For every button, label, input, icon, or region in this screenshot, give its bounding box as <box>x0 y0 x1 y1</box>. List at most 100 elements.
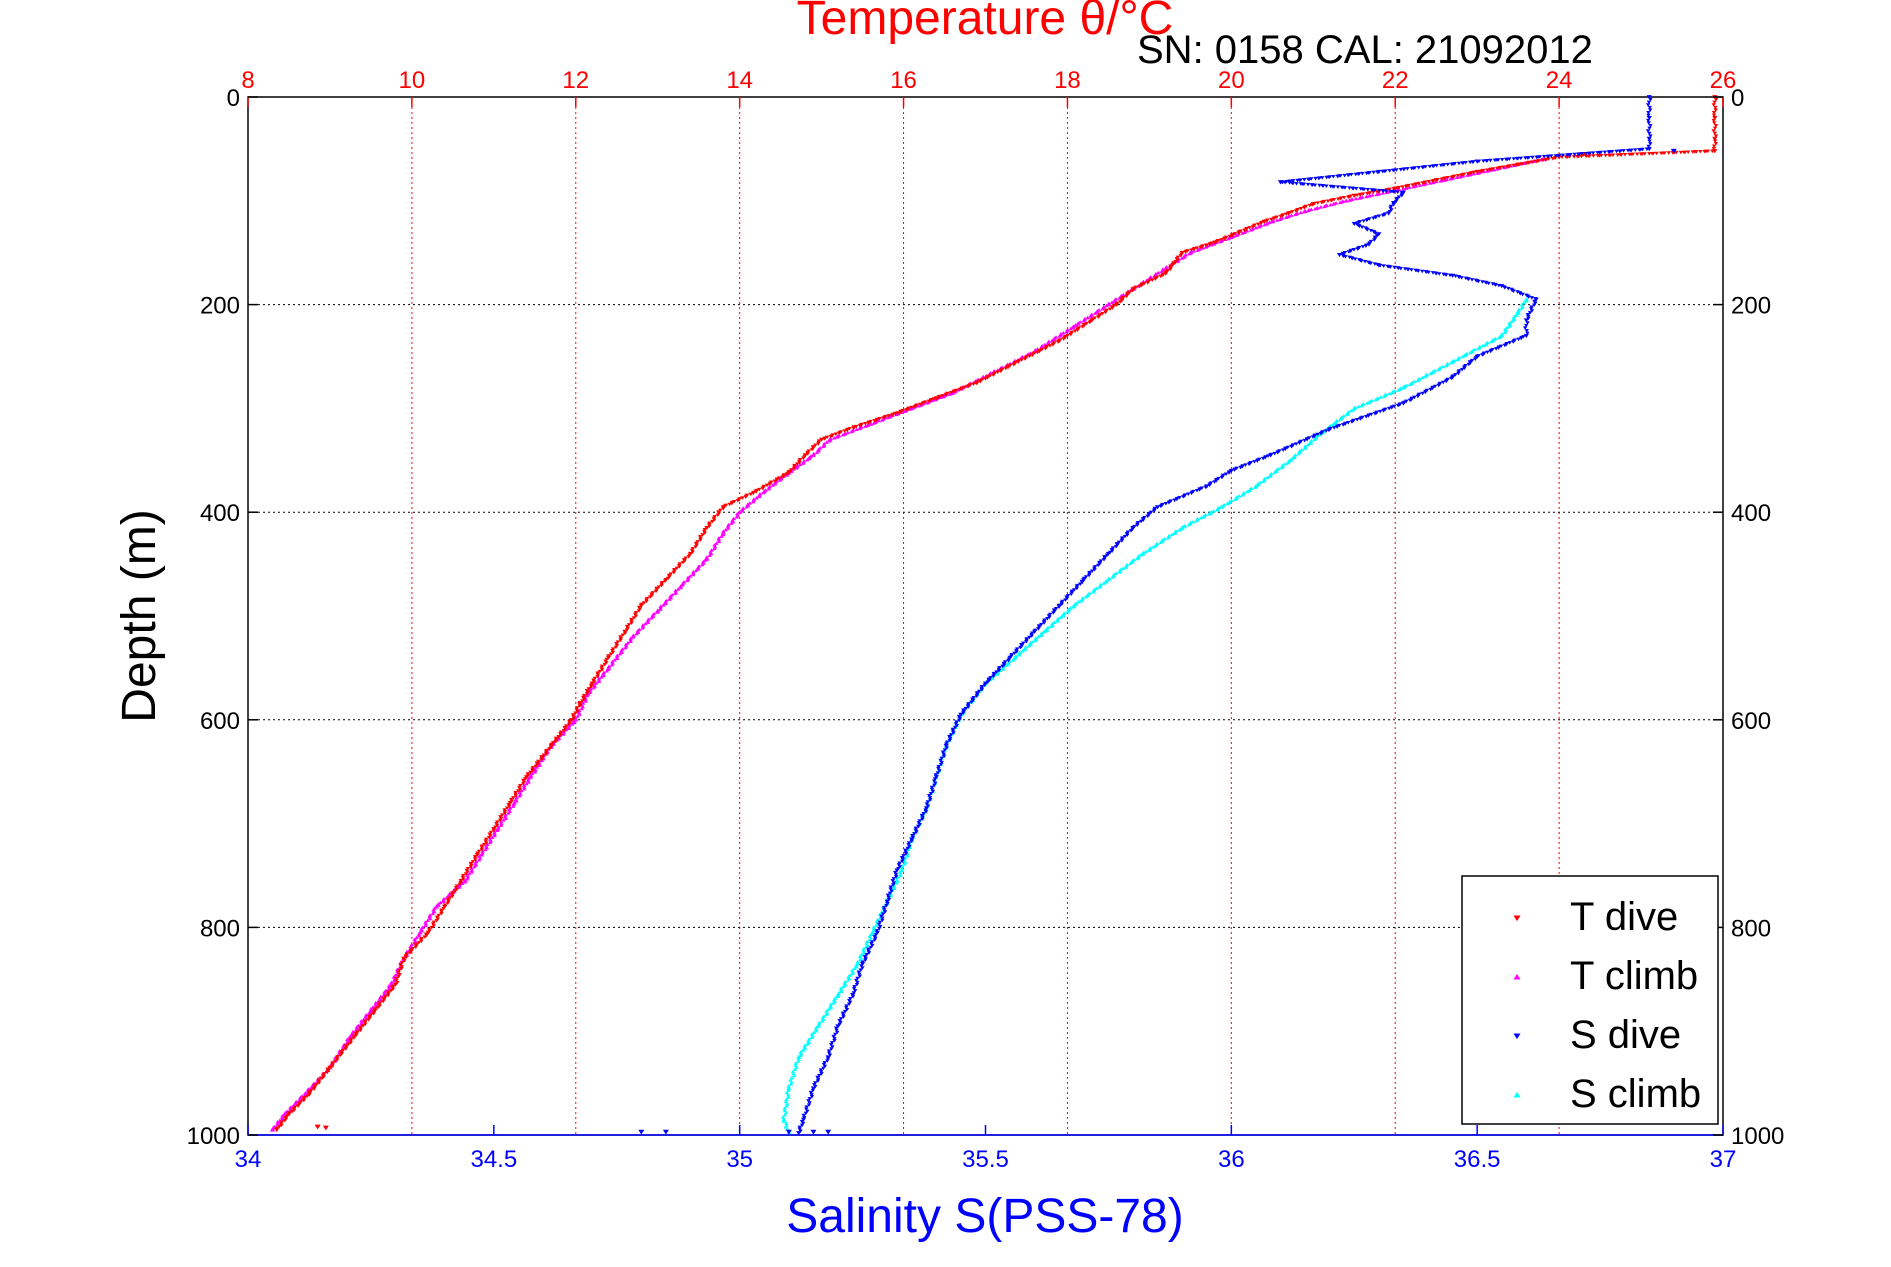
data-point-t-climb <box>1458 174 1463 179</box>
data-point-s-dive <box>1531 303 1537 308</box>
data-point-t-climb <box>1417 183 1423 187</box>
data-point-t-dive <box>1711 144 1717 148</box>
salinity-tick-label: 34.5 <box>470 1146 517 1173</box>
data-point-s-dive <box>844 1007 850 1012</box>
data-point-t-climb <box>1438 179 1443 183</box>
data-point-s-dive <box>1441 380 1446 385</box>
data-point-t-dive <box>1207 242 1212 247</box>
data-point-s-dive <box>1488 158 1493 163</box>
data-point-t-dive <box>1505 165 1510 169</box>
data-point-t-dive <box>767 482 773 487</box>
data-point-s-climb <box>798 1053 803 1058</box>
data-point-s-dive <box>796 1131 802 1136</box>
data-point-s-dive <box>933 775 939 780</box>
data-point-t-climb <box>1109 300 1115 304</box>
data-point-s-dive <box>1646 118 1651 123</box>
data-point-s-dive <box>907 844 912 849</box>
data-point-s-climb <box>1101 581 1106 585</box>
data-point-s-climb <box>1279 465 1284 470</box>
data-point-s-dive <box>817 1073 822 1078</box>
data-point-t-climb <box>469 866 474 871</box>
data-point-t-climb <box>393 973 398 977</box>
data-point-t-dive <box>553 739 559 744</box>
data-point-t-dive <box>1005 365 1011 370</box>
data-point-s-dive <box>1572 152 1577 157</box>
data-point-s-dive <box>872 938 878 942</box>
data-point-s-climb <box>835 994 841 999</box>
data-point-t-climb <box>1306 208 1311 213</box>
data-point-s-climb <box>1455 357 1460 362</box>
data-point-t-dive <box>1127 290 1133 294</box>
data-point-t-climb <box>472 864 477 869</box>
data-point-s-dive <box>888 887 893 891</box>
data-point-s-dive <box>805 1109 810 1114</box>
data-point-s-climb <box>839 989 844 994</box>
data-point-t-dive <box>1242 228 1247 233</box>
data-point-s-climb <box>841 984 846 989</box>
data-point-s-climb <box>782 1106 787 1110</box>
data-point-s-dive <box>932 783 937 788</box>
data-point-s-dive <box>1353 172 1358 177</box>
data-point-s-dive <box>1014 650 1019 654</box>
data-point-t-climb <box>605 665 612 670</box>
data-point-t-dive <box>584 692 590 696</box>
data-point-t-climb <box>1337 200 1343 205</box>
data-point-t-dive <box>366 1018 371 1022</box>
data-point-t-dive <box>1403 184 1409 189</box>
data-point-t-dive <box>1168 267 1173 271</box>
data-point-t-dive <box>282 1118 288 1123</box>
data-point-t-dive <box>1351 193 1357 198</box>
data-point-t-dive <box>1449 175 1454 180</box>
data-point-t-dive <box>1391 187 1396 191</box>
data-point-t-climb <box>467 871 472 876</box>
data-point-s-dive <box>900 857 906 862</box>
data-point-s-dive <box>938 762 944 767</box>
data-point-s-climb <box>1058 615 1064 619</box>
data-point-s-climb <box>809 1035 815 1040</box>
data-point-s-dive <box>1181 495 1186 499</box>
data-point-t-dive <box>1145 281 1150 285</box>
data-point-s-dive <box>825 1055 831 1060</box>
data-point-s-dive <box>913 826 919 831</box>
data-point-s-climb <box>864 939 870 944</box>
data-point-s-climb <box>1026 643 1032 648</box>
data-point-s-climb <box>865 943 870 947</box>
data-point-s-dive <box>1406 267 1411 272</box>
data-point-s-dive <box>1541 154 1547 159</box>
data-point-t-climb <box>754 495 759 500</box>
data-point-s-dive <box>1101 557 1107 562</box>
data-point-s-dive <box>1336 252 1343 258</box>
data-point-t-dive <box>890 413 895 417</box>
data-point-s-dive <box>829 1041 835 1045</box>
data-point-s-climb <box>1302 446 1307 451</box>
data-point-t-climb <box>1353 196 1359 201</box>
data-point-t-climb <box>1245 228 1250 233</box>
data-point-t-dive <box>528 770 533 775</box>
data-point-s-climb <box>861 947 866 951</box>
data-point-t-dive <box>1455 174 1461 178</box>
data-point-t-climb <box>306 1087 311 1091</box>
data-point-s-dive <box>815 1079 821 1083</box>
data-point-s-climb <box>805 1042 810 1046</box>
data-point-s-dive <box>1154 505 1161 510</box>
data-point-s-climb <box>898 873 903 878</box>
data-point-s-climb <box>1198 515 1204 520</box>
data-point-s-dive <box>1398 266 1403 271</box>
data-point-s-dive <box>1116 540 1122 545</box>
data-point-s-dive <box>1511 289 1516 293</box>
legend-label-t-dive: T dive <box>1570 895 1678 939</box>
data-point-t-climb <box>583 699 588 703</box>
data-point-s-dive <box>1459 276 1464 280</box>
data-point-t-climb <box>478 852 485 857</box>
data-point-s-dive <box>1405 167 1410 171</box>
data-point-s-dive <box>909 837 915 842</box>
data-point-t-dive <box>422 935 428 939</box>
data-point-s-dive <box>1633 148 1638 152</box>
data-point-t-climb <box>661 603 666 607</box>
data-point-t-dive <box>1261 219 1267 224</box>
data-point-s-dive <box>1466 362 1472 367</box>
data-point-t-climb <box>880 418 885 422</box>
data-point-t-dive <box>836 431 842 436</box>
data-point-s-dive <box>1529 307 1534 311</box>
